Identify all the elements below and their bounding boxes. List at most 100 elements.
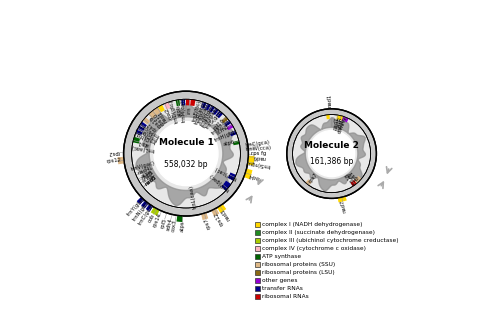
Text: 161,386 bp: 161,386 bp <box>310 157 354 166</box>
Wedge shape <box>118 157 124 164</box>
Wedge shape <box>228 172 236 181</box>
Text: atp1: atp1 <box>136 139 149 147</box>
Text: complex III (ubichinol cytochrome creductase): complex III (ubichinol cytochrome creduc… <box>262 238 398 243</box>
Text: trnV(gac): trnV(gac) <box>131 160 156 172</box>
Text: nad4: nad4 <box>248 172 262 180</box>
Text: nad3: nad3 <box>220 208 232 221</box>
Circle shape <box>133 101 239 206</box>
Text: trnN(gtt): trnN(gtt) <box>132 200 150 222</box>
Bar <box>255 270 260 275</box>
Text: trnH(gtg): trnH(gtg) <box>214 128 238 143</box>
Text: Molecule 1: Molecule 1 <box>158 138 214 147</box>
Text: matR: matR <box>335 116 343 132</box>
Text: trnL(caa): trnL(caa) <box>189 185 198 209</box>
Wedge shape <box>176 100 180 106</box>
Wedge shape <box>336 115 343 120</box>
Text: rpl5: rpl5 <box>160 217 168 228</box>
Bar <box>255 294 260 299</box>
Text: rps12: rps12 <box>214 211 224 226</box>
Wedge shape <box>306 179 312 186</box>
Wedge shape <box>338 196 347 202</box>
Wedge shape <box>133 137 140 144</box>
Text: rps10: rps10 <box>152 111 166 126</box>
Text: ccmB: ccmB <box>216 124 231 136</box>
Text: rrn: rrn <box>186 106 192 114</box>
Text: trnW(cca): trnW(cca) <box>246 145 272 152</box>
Text: rps1: rps1 <box>348 169 360 180</box>
Text: sdh4: sdh4 <box>166 218 173 231</box>
Bar <box>255 230 260 235</box>
Bar <box>255 286 260 291</box>
Wedge shape <box>326 115 330 119</box>
Text: nad5: nad5 <box>144 175 158 187</box>
Wedge shape <box>154 107 161 115</box>
Text: trnQ(ttg): trnQ(ttg) <box>134 130 157 143</box>
Wedge shape <box>208 106 215 113</box>
Wedge shape <box>216 111 223 118</box>
Text: rps7: rps7 <box>203 217 211 229</box>
Text: rrn18: rrn18 <box>344 171 356 185</box>
Text: trnI(cat): trnI(cat) <box>197 102 210 124</box>
Text: atp6: atp6 <box>222 140 235 148</box>
Wedge shape <box>148 110 157 119</box>
Wedge shape <box>248 156 254 165</box>
Text: Molecule 2: Molecule 2 <box>304 141 359 150</box>
Text: trnD(gtc): trnD(gtc) <box>168 99 179 124</box>
Text: ATP synthase: ATP synthase <box>262 254 301 259</box>
Wedge shape <box>136 130 142 135</box>
Text: trnV(gac): trnV(gac) <box>208 172 231 192</box>
Text: trnP(tgg): trnP(tgg) <box>200 103 216 127</box>
Text: 558,032 bp: 558,032 bp <box>164 160 208 169</box>
Circle shape <box>124 91 248 216</box>
Bar <box>255 262 260 267</box>
Text: nad6: nad6 <box>252 155 266 160</box>
Text: rps7: rps7 <box>307 172 318 184</box>
Wedge shape <box>141 201 148 208</box>
Text: trnR(acg): trnR(acg) <box>194 99 207 124</box>
Wedge shape <box>244 169 252 179</box>
Wedge shape <box>222 180 231 191</box>
Wedge shape <box>350 180 356 186</box>
Text: trnF(gaa): trnF(gaa) <box>202 105 220 129</box>
Text: trnC(gca): trnC(gca) <box>246 139 270 148</box>
Text: cob: cob <box>148 212 156 223</box>
Circle shape <box>308 131 354 177</box>
Bar <box>255 254 260 259</box>
Text: rps3: rps3 <box>146 120 158 132</box>
Wedge shape <box>164 102 170 109</box>
Bar <box>255 222 260 227</box>
Text: trnG(gcc): trnG(gcc) <box>135 125 160 141</box>
Text: ccmC: ccmC <box>142 172 156 184</box>
Wedge shape <box>342 116 348 123</box>
Text: rps2: rps2 <box>108 150 119 155</box>
Wedge shape <box>201 102 206 109</box>
Wedge shape <box>176 215 182 222</box>
Text: nad4L: nad4L <box>137 165 154 176</box>
Text: nad7: nad7 <box>340 198 347 212</box>
Polygon shape <box>296 118 366 191</box>
Wedge shape <box>222 116 228 123</box>
Text: trnL(aac): trnL(aac) <box>130 144 154 152</box>
Wedge shape <box>136 197 144 204</box>
Wedge shape <box>186 99 190 105</box>
Wedge shape <box>150 207 160 216</box>
Text: rps14: rps14 <box>152 212 163 228</box>
Bar <box>255 278 260 283</box>
Text: rps12: rps12 <box>106 158 122 164</box>
Wedge shape <box>226 124 234 130</box>
Text: complex I (NADH dehydrogenase): complex I (NADH dehydrogenase) <box>262 222 362 227</box>
Text: trnV(cac): trnV(cac) <box>214 165 238 180</box>
Text: trnE(ttc): trnE(ttc) <box>192 100 202 122</box>
Bar <box>255 238 260 243</box>
Text: ribosomal RNAs: ribosomal RNAs <box>262 294 308 299</box>
Wedge shape <box>230 131 237 136</box>
Wedge shape <box>142 117 150 124</box>
Wedge shape <box>182 99 185 106</box>
Wedge shape <box>212 208 219 216</box>
Text: ribosomal proteins (SSU): ribosomal proteins (SSU) <box>262 262 335 267</box>
Text: nad1: nad1 <box>333 116 340 131</box>
Text: nad1: nad1 <box>327 93 332 107</box>
Bar <box>255 246 260 251</box>
Text: atpa: atpa <box>140 169 153 179</box>
Text: ribosomal proteins (LSU): ribosomal proteins (LSU) <box>262 270 334 275</box>
